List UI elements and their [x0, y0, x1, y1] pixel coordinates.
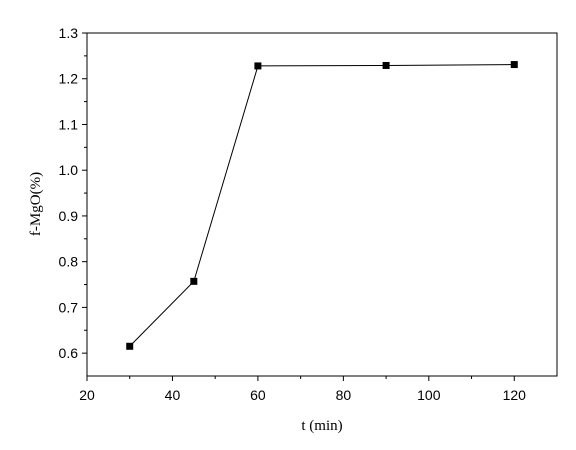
y-tick-label: 1.3 — [59, 25, 79, 41]
x-axis-ticks: 20 40 60 80 100 120 — [79, 376, 526, 403]
data-point — [126, 342, 134, 350]
y-axis-title: f-MgO(%) — [28, 172, 44, 236]
y-axis-ticks: 0.6 0.7 0.8 0.9 1.0 1.1 1.2 1.3 — [59, 25, 87, 361]
data-point — [254, 62, 262, 70]
x-tick-label: 40 — [165, 387, 181, 403]
data-point — [190, 277, 198, 285]
y-tick-label: 1.0 — [59, 162, 79, 178]
x-tick-label: 80 — [336, 387, 352, 403]
y-tick-label: 0.7 — [59, 299, 79, 315]
plot-frame — [86, 32, 558, 377]
y-tick-label: 0.8 — [59, 254, 79, 270]
y-tick-label: 1.2 — [59, 71, 79, 87]
y-tick-label: 0.9 — [59, 208, 79, 224]
series-line — [129, 64, 515, 347]
x-tick-label: 120 — [503, 387, 527, 403]
x-tick-label: 60 — [250, 387, 266, 403]
series-layer — [126, 61, 518, 350]
data-point — [382, 61, 390, 69]
data-point — [510, 61, 518, 69]
y-tick-label: 1.1 — [59, 116, 79, 132]
x-axis-title: t (min) — [301, 418, 342, 434]
y-tick-label: 0.6 — [59, 345, 79, 361]
x-tick-label: 20 — [79, 387, 95, 403]
x-tick-label: 100 — [417, 387, 441, 403]
